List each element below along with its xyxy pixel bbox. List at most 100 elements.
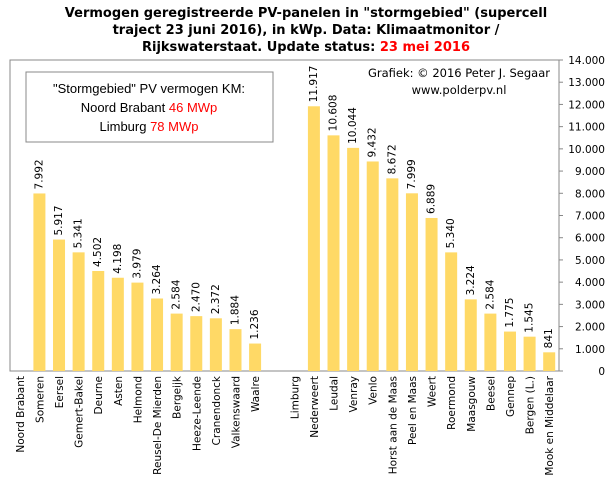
data-label-venlo: 9.432 bbox=[367, 127, 379, 157]
data-label-gennep: 1.775 bbox=[504, 298, 516, 328]
x-tick-label-helmond: Helmond bbox=[132, 376, 144, 423]
y-tick-label: 1.000 bbox=[575, 344, 605, 356]
data-label-leudal: 10.608 bbox=[328, 95, 340, 132]
bar-mook-en-middelaar bbox=[543, 352, 556, 371]
chart-title-line-3-text: Rijkswaterstaat. Update status: bbox=[142, 40, 380, 55]
data-label-venray: 10.044 bbox=[347, 107, 359, 144]
bar-peel-en-maas bbox=[405, 193, 418, 371]
data-label-helmond: 3.979 bbox=[131, 249, 143, 279]
y-tick-label: 10.000 bbox=[568, 144, 605, 156]
info-box-label-noord-brabant: Noord Brabant bbox=[81, 100, 169, 115]
bar-gennep bbox=[503, 331, 516, 371]
info-box-line-noord-brabant: Noord Brabant 46 MWp bbox=[81, 100, 218, 115]
chart-title-line-2: traject 23 juni 2016), in kWp. Data: Kli… bbox=[113, 23, 500, 38]
info-box-label-limburg: Limburg bbox=[100, 119, 151, 134]
x-tick-label-waalre: Waalre bbox=[250, 376, 262, 412]
y-tick-label: 11.000 bbox=[568, 122, 605, 134]
x-tick-label-roermond: Roermond bbox=[446, 376, 458, 430]
chart-credit-url: www.polderpv.nl bbox=[412, 83, 507, 97]
x-tick-label-noord-brabant: Noord Brabant bbox=[15, 376, 27, 453]
info-box-line-limburg: Limburg 78 MWp bbox=[100, 119, 199, 134]
info-box-value-limburg: 78 MWp bbox=[150, 119, 198, 134]
bar-beesel bbox=[484, 313, 497, 371]
bar-maasgouw bbox=[464, 299, 477, 371]
data-label-maasgouw: 3.224 bbox=[465, 265, 477, 295]
bar-heeze-leende bbox=[190, 316, 203, 371]
y-tick-label: 6.000 bbox=[575, 233, 605, 245]
x-tick-label-limburg: Limburg bbox=[289, 376, 301, 419]
bar-someren bbox=[33, 193, 46, 371]
info-box bbox=[25, 71, 274, 143]
bars-layer bbox=[33, 106, 556, 372]
bar-eersel bbox=[53, 239, 66, 371]
data-label-heeze-leende: 2.470 bbox=[190, 282, 202, 312]
bar-waalre bbox=[249, 343, 262, 371]
bar-deurne bbox=[92, 270, 105, 371]
x-tick-label-beesel: Beesel bbox=[485, 376, 497, 411]
data-label-horst-aan-de-maas: 8.672 bbox=[386, 144, 398, 174]
data-labels-layer: 7.992 5.917 5.341 4.502 4.198 3.979 3.264 2.584… bbox=[33, 66, 555, 349]
y-tick-label: 0 bbox=[598, 366, 605, 378]
data-label-deurne: 4.502 bbox=[92, 237, 104, 267]
data-label-peel-en-maas: 7.999 bbox=[406, 159, 418, 189]
bar-asten bbox=[111, 277, 124, 371]
bar-leudal bbox=[327, 135, 340, 371]
x-tick-label-bergen-l: Bergen (L.) bbox=[525, 376, 537, 434]
y-tick-label: 14.000 bbox=[568, 55, 605, 67]
data-label-mook-en-middelaar: 841 bbox=[543, 328, 555, 348]
data-label-nederweert: 11.917 bbox=[308, 66, 320, 103]
data-label-gemert-bakel: 5.341 bbox=[73, 218, 85, 248]
data-label-waalre: 1.236 bbox=[249, 309, 261, 339]
y-tick-label: 8.000 bbox=[575, 188, 605, 200]
x-tick-label-gennep: Gennep bbox=[505, 376, 517, 417]
bar-roermond bbox=[445, 252, 458, 371]
bar-gemert-bakel bbox=[72, 252, 85, 371]
y-tick-label: 3.000 bbox=[575, 299, 605, 311]
bar-bergen-l bbox=[523, 336, 536, 371]
x-tick-label-peel-en-maas: Peel en Maas bbox=[407, 376, 419, 445]
x-tick-label-mook-en-middelaar: Mook en Middelaar bbox=[544, 375, 556, 475]
y-tick-label: 9.000 bbox=[575, 166, 605, 178]
data-label-asten: 4.198 bbox=[112, 244, 124, 274]
bar-helmond bbox=[131, 282, 144, 371]
bar-reusel-de-mierden bbox=[151, 298, 164, 371]
x-tick-label-cranendonck: Cranendonck bbox=[211, 375, 223, 445]
data-label-reusel-de-mierden: 3.264 bbox=[151, 264, 163, 294]
x-tick-label-maasgouw: Maasgouw bbox=[466, 376, 478, 432]
bar-venray bbox=[347, 147, 360, 371]
info-box-heading: "Stormgebied" PV vermogen KM: bbox=[53, 81, 245, 96]
y-tick-label: 4.000 bbox=[575, 277, 605, 289]
x-tick-label-eersel: Eersel bbox=[54, 376, 66, 408]
update-date: 23 mei 2016 bbox=[380, 40, 470, 55]
data-label-bergen-l: 1.545 bbox=[524, 303, 536, 333]
data-label-roermond: 5.340 bbox=[445, 218, 457, 248]
chart-title-line-3: Rijkswaterstaat. Update status: 23 mei 2… bbox=[142, 40, 470, 55]
x-tick-label-valkenswaard: Valkenswaard bbox=[230, 376, 242, 448]
x-tick-label-asten: Asten bbox=[113, 376, 125, 406]
y-tick-label: 13.000 bbox=[568, 77, 605, 89]
bar-valkenswaard bbox=[229, 329, 242, 371]
y-tick-label: 5.000 bbox=[575, 255, 605, 267]
chart-credit: Grafiek: © 2016 Peter J. Segaar bbox=[368, 66, 550, 80]
data-label-eersel: 5.917 bbox=[53, 205, 65, 235]
x-tick-label-gemert-bakel: Gemert-Bakel bbox=[74, 376, 86, 448]
bar-weert bbox=[425, 217, 438, 371]
x-tick-label-deurne: Deurne bbox=[93, 376, 105, 414]
x-tick-label-bergeijk: Bergeijk bbox=[172, 375, 184, 419]
x-tick-label-someren: Someren bbox=[34, 376, 46, 423]
x-tick-label-leudal: Leudal bbox=[329, 376, 341, 411]
bar-cranendonck bbox=[209, 318, 222, 371]
bar-bergeijk bbox=[170, 313, 183, 371]
y-tick-label: 2.000 bbox=[575, 322, 605, 334]
x-axis: Noord Brabant Someren Eersel Gemert-Bakel De… bbox=[15, 375, 556, 476]
x-tick-label-nederweert: Nederweert bbox=[309, 376, 321, 438]
data-label-weert: 6.889 bbox=[426, 184, 438, 214]
y-axis: 0 1.000 2.000 3.000 4.000 5.000 6.000 7.000 8.00… bbox=[559, 55, 605, 378]
x-tick-label-venray: Venray bbox=[348, 376, 360, 412]
data-label-valkenswaard: 1.884 bbox=[229, 295, 241, 325]
info-box-value-noord-brabant: 46 MWp bbox=[169, 100, 217, 115]
x-tick-label-weert: Weert bbox=[427, 376, 439, 407]
x-tick-label-horst-aan-de-maas: Horst aan de Maas bbox=[387, 376, 399, 474]
